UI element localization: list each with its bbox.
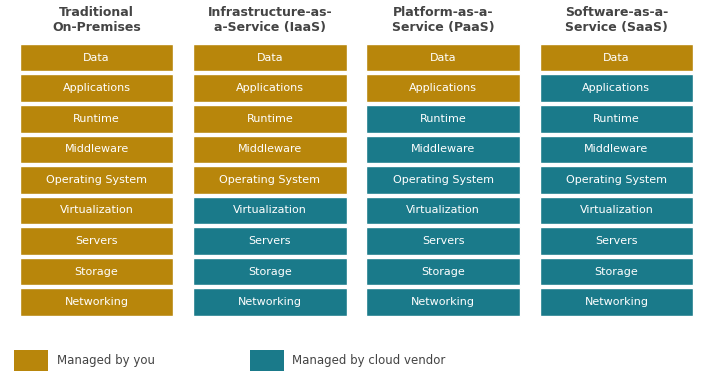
FancyBboxPatch shape [366, 258, 520, 285]
Text: Applications: Applications [63, 83, 130, 93]
FancyBboxPatch shape [366, 288, 520, 316]
Text: Servers: Servers [595, 236, 637, 246]
FancyBboxPatch shape [366, 136, 520, 163]
FancyBboxPatch shape [540, 105, 693, 133]
FancyBboxPatch shape [193, 74, 347, 102]
FancyBboxPatch shape [20, 44, 173, 71]
FancyBboxPatch shape [366, 105, 520, 133]
Text: Servers: Servers [249, 236, 291, 246]
Text: Runtime: Runtime [420, 114, 466, 124]
Text: Storage: Storage [595, 267, 638, 277]
FancyBboxPatch shape [14, 351, 48, 371]
Text: Middleware: Middleware [584, 144, 649, 154]
Text: Software-as-a-
Service (SaaS): Software-as-a- Service (SaaS) [565, 6, 668, 34]
FancyBboxPatch shape [193, 166, 347, 194]
FancyBboxPatch shape [540, 288, 693, 316]
Text: Virtualization: Virtualization [60, 206, 133, 215]
Text: Storage: Storage [75, 267, 118, 277]
FancyBboxPatch shape [193, 288, 347, 316]
FancyBboxPatch shape [540, 74, 693, 102]
FancyBboxPatch shape [366, 44, 520, 71]
Text: Storage: Storage [421, 267, 465, 277]
Text: Networking: Networking [411, 297, 475, 307]
Text: Networking: Networking [585, 297, 648, 307]
Text: Operating System: Operating System [46, 175, 147, 185]
FancyBboxPatch shape [250, 351, 284, 371]
Text: Applications: Applications [409, 83, 477, 93]
FancyBboxPatch shape [20, 136, 173, 163]
FancyBboxPatch shape [193, 136, 347, 163]
FancyBboxPatch shape [20, 166, 173, 194]
Text: Operating System: Operating System [393, 175, 493, 185]
FancyBboxPatch shape [193, 227, 347, 255]
Text: Storage: Storage [248, 267, 292, 277]
Text: Middleware: Middleware [237, 144, 302, 154]
Text: Networking: Networking [65, 297, 128, 307]
FancyBboxPatch shape [20, 197, 173, 224]
FancyBboxPatch shape [20, 227, 173, 255]
FancyBboxPatch shape [20, 288, 173, 316]
FancyBboxPatch shape [366, 74, 520, 102]
FancyBboxPatch shape [540, 227, 693, 255]
FancyBboxPatch shape [20, 105, 173, 133]
Text: Runtime: Runtime [73, 114, 120, 124]
Text: Virtualization: Virtualization [580, 206, 653, 215]
Text: Applications: Applications [236, 83, 304, 93]
Text: Virtualization: Virtualization [233, 206, 307, 215]
Text: Operating System: Operating System [220, 175, 320, 185]
Text: Networking: Networking [238, 297, 302, 307]
Text: Servers: Servers [422, 236, 464, 246]
Text: Servers: Servers [76, 236, 118, 246]
Text: Virtualization: Virtualization [406, 206, 480, 215]
Text: Applications: Applications [583, 83, 650, 93]
FancyBboxPatch shape [20, 74, 173, 102]
Text: Middleware: Middleware [64, 144, 129, 154]
Text: Data: Data [257, 53, 283, 63]
Text: Runtime: Runtime [593, 114, 640, 124]
FancyBboxPatch shape [193, 44, 347, 71]
Text: Runtime: Runtime [247, 114, 293, 124]
Text: Platform-as-a-
Service (PaaS): Platform-as-a- Service (PaaS) [392, 6, 494, 34]
FancyBboxPatch shape [366, 197, 520, 224]
Text: Data: Data [603, 53, 630, 63]
FancyBboxPatch shape [540, 44, 693, 71]
Text: Data: Data [430, 53, 456, 63]
FancyBboxPatch shape [366, 227, 520, 255]
Text: Operating System: Operating System [566, 175, 667, 185]
FancyBboxPatch shape [193, 197, 347, 224]
Text: Managed by cloud vendor: Managed by cloud vendor [292, 354, 446, 367]
Text: Data: Data [83, 53, 110, 63]
FancyBboxPatch shape [540, 136, 693, 163]
FancyBboxPatch shape [193, 258, 347, 285]
Text: Infrastructure-as-
a-Service (IaaS): Infrastructure-as- a-Service (IaaS) [207, 6, 332, 34]
FancyBboxPatch shape [193, 105, 347, 133]
Text: Middleware: Middleware [411, 144, 476, 154]
FancyBboxPatch shape [366, 166, 520, 194]
Text: Managed by you: Managed by you [57, 354, 155, 367]
Text: Traditional
On-Premises: Traditional On-Premises [52, 6, 141, 34]
FancyBboxPatch shape [540, 258, 693, 285]
FancyBboxPatch shape [540, 166, 693, 194]
FancyBboxPatch shape [540, 197, 693, 224]
FancyBboxPatch shape [20, 258, 173, 285]
